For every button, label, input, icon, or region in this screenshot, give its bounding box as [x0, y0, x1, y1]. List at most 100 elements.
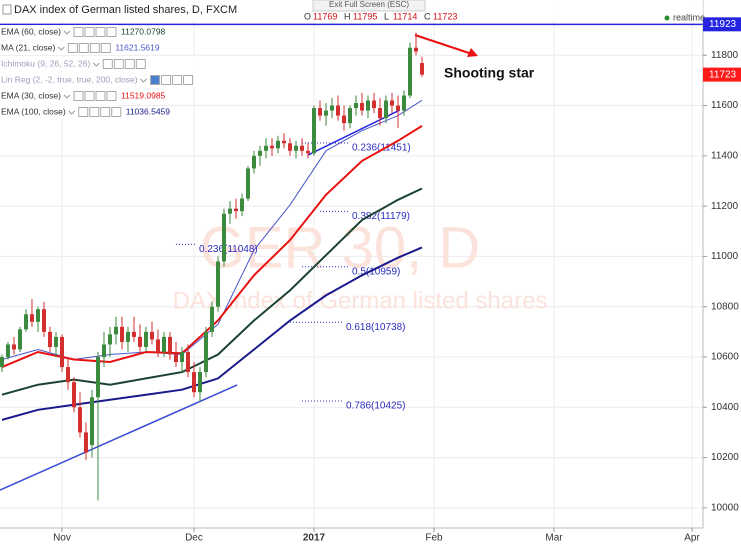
- price-box: [703, 17, 741, 32]
- candle-body: [95, 357, 100, 398]
- legend-button[interactable]: [161, 75, 172, 85]
- legend-caret[interactable]: [92, 62, 100, 67]
- fib-label: 0.236(11451): [352, 143, 411, 154]
- candle-body: [41, 309, 46, 332]
- legend-button[interactable]: [106, 91, 117, 101]
- legend-button[interactable]: [135, 59, 146, 69]
- candle-body: [269, 145, 274, 149]
- candle-body: [341, 115, 346, 124]
- status-dot: [664, 15, 670, 21]
- legend-caret[interactable]: [140, 78, 147, 83]
- ohlc-key: L: [384, 11, 389, 21]
- candle-body: [378, 108, 383, 119]
- candle-body: [245, 168, 250, 199]
- fib-label: 0.236(11048): [199, 244, 258, 255]
- legend-caret[interactable]: [63, 94, 71, 99]
- legend-button[interactable]: [89, 107, 100, 117]
- legend-bg: [0, 105, 118, 119]
- ohlc-key: C: [424, 11, 431, 21]
- legend-name: Ichimoku (9, 26, 52, 26): [1, 58, 90, 68]
- watermark-sub: DAX index of German listed shares: [173, 287, 548, 314]
- candle-body: [227, 208, 232, 214]
- header-ohlc: O 11769 H 11795 L 11714 C 11723: [304, 11, 457, 21]
- candle-body: [257, 150, 262, 156]
- annotation-arrow: [414, 34, 473, 55]
- legend-button[interactable]: [73, 27, 84, 37]
- legend-caret[interactable]: [63, 30, 71, 35]
- candle-body: [233, 208, 238, 212]
- candle-body: [185, 351, 190, 373]
- candle-body: [317, 108, 322, 116]
- legend-button[interactable]: [78, 43, 89, 53]
- legend-button[interactable]: [100, 107, 111, 117]
- legend-button[interactable]: [73, 91, 84, 101]
- candle-body: [47, 331, 52, 347]
- candle-body: [305, 150, 310, 154]
- legend-button[interactable]: [84, 27, 95, 37]
- legend-button[interactable]: [89, 43, 100, 53]
- legend-button[interactable]: [67, 43, 78, 53]
- candle-body: [113, 326, 118, 335]
- legend-button[interactable]: [150, 75, 161, 85]
- x-tick-label: Dec: [185, 533, 203, 544]
- candle-body: [299, 145, 304, 151]
- candle-body: [360, 103, 365, 111]
- legend-button[interactable]: [95, 27, 106, 37]
- legend-button[interactable]: [78, 107, 89, 117]
- legend-value: 11621.5619: [115, 42, 160, 52]
- candle-body: [209, 306, 214, 332]
- candle-body: [384, 100, 389, 119]
- axes: 10000 10200 10400 10600 10800 11000 11200 11400…: [53, 17, 741, 544]
- candle-body: [390, 100, 395, 106]
- legend-name: EMA (60, close): [1, 26, 61, 36]
- legend-button[interactable]: [172, 75, 183, 85]
- x-tick-label: Mar: [545, 533, 563, 544]
- legend-caret[interactable]: [57, 46, 65, 51]
- trendline: [0, 384, 238, 491]
- ohlc-key: O: [304, 11, 311, 21]
- tooltip[interactable]: Exit Full Screen (ESC): [329, 0, 409, 9]
- ohlc-value: 11795: [353, 11, 377, 21]
- candle-body: [366, 100, 371, 111]
- fib-label: 0.382(11179): [352, 211, 410, 222]
- legend-button[interactable]: [113, 59, 124, 69]
- candle-body: [83, 432, 88, 453]
- candle-body: [155, 339, 160, 352]
- candle-body: [354, 103, 359, 109]
- legend-button[interactable]: [84, 91, 95, 101]
- y-tick-label: 10000: [711, 503, 739, 514]
- legend-button[interactable]: [95, 91, 106, 101]
- candle-body: [347, 108, 352, 124]
- legend-button[interactable]: [102, 59, 113, 69]
- fib-label: 0.618(10738): [346, 322, 406, 333]
- candle-body: [119, 326, 124, 342]
- legend-button[interactable]: [111, 107, 122, 117]
- y-tick-label: 10800: [711, 301, 739, 312]
- tooltip-box[interactable]: [312, 0, 426, 12]
- candle-body: [89, 397, 94, 446]
- candle-body: [402, 95, 407, 111]
- candle-body: [335, 105, 340, 116]
- candle-body: [414, 47, 419, 52]
- header-icon[interactable]: [2, 4, 12, 15]
- candle-body: [179, 351, 184, 363]
- candle-body: [29, 314, 34, 322]
- legend-button[interactable]: [100, 43, 111, 53]
- legend-button[interactable]: [106, 27, 117, 37]
- candle-body: [59, 336, 64, 368]
- legend-button[interactable]: [124, 59, 135, 69]
- legend-name: Lin Reg (2, -2, true, true, 200, close): [1, 74, 138, 84]
- candle-body: [275, 140, 280, 149]
- legend: EMA (60, close) 11270.0798 MA (21, close) 1…: [0, 25, 204, 119]
- candle-body: [281, 140, 286, 144]
- legend-button[interactable]: [183, 75, 194, 85]
- legend-caret[interactable]: [68, 110, 76, 115]
- candle-body: [161, 336, 166, 352]
- ohlc-value: 11723: [433, 11, 457, 21]
- candle-body: [221, 213, 226, 262]
- candle-body: [197, 372, 202, 393]
- watermark: GER 30, D: [200, 215, 480, 280]
- arrow-head: [467, 48, 478, 57]
- legend-value: 11036.5459: [126, 106, 171, 116]
